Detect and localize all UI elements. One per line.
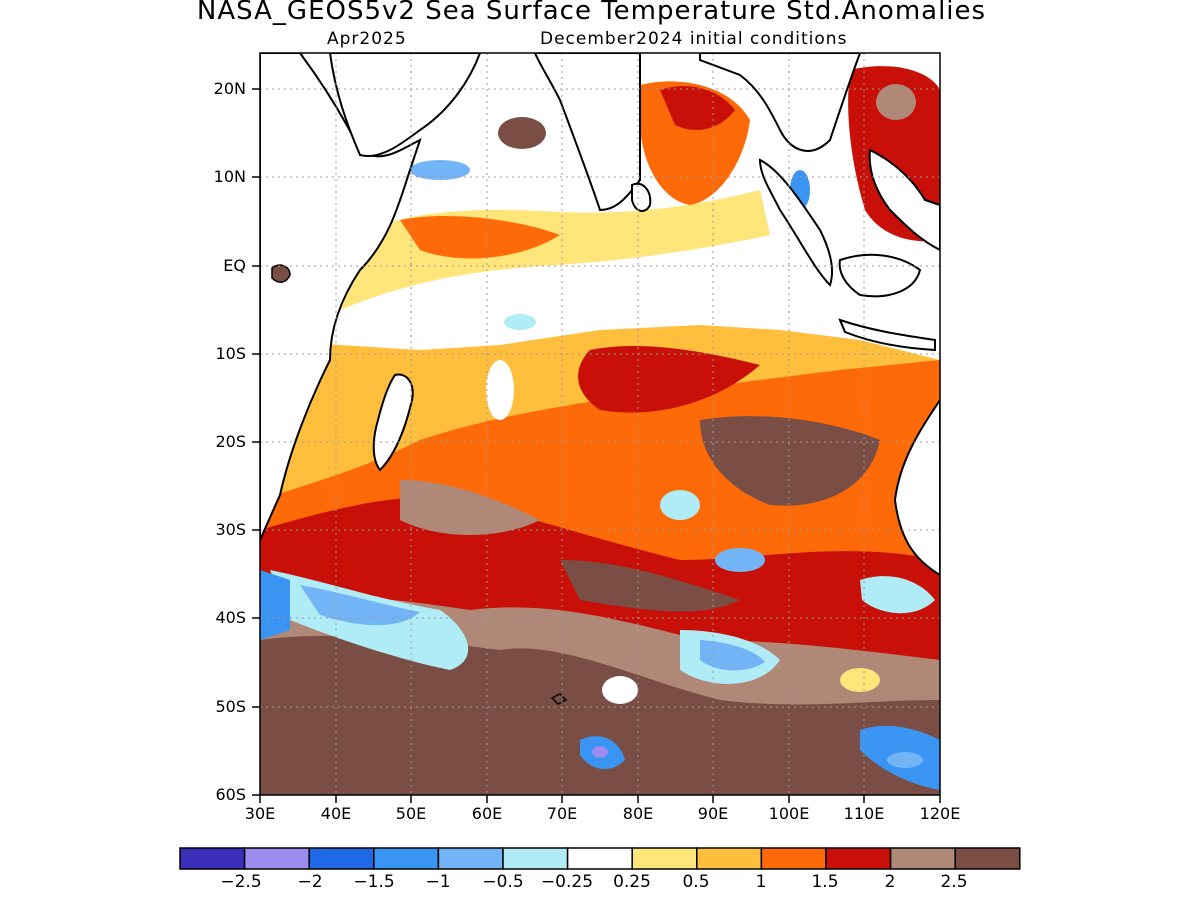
lat-label: 10N [213,167,246,186]
colorbar-swatch [373,847,440,870]
anom-bay-bengal-core [660,86,735,130]
map-title: NASA_GEOS5v2 Sea Surface Temperature Std… [196,0,987,26]
lat-label: EQ [223,256,246,275]
lon-label: 110E [843,804,885,823]
lat-label: 20N [213,79,246,98]
india-land [533,53,641,212]
arabia-land [328,53,482,157]
colorbar-swatch [825,847,892,870]
colorbar-label: 0.25 [613,872,651,892]
borneo-land [838,253,922,298]
colorbar-swatch [954,847,1021,870]
lon-label: 120E [919,804,961,823]
sri-lanka-land [631,182,652,212]
colorbar-label: −0.5 [482,872,524,892]
colorbar-swatch [502,847,569,870]
java-land [838,318,936,352]
lat-label: 10S [215,344,246,363]
lon-label: 60E [471,804,503,823]
australia-land [893,398,940,577]
kerguelen-land [550,693,568,705]
lon-label: 30E [244,804,276,823]
colorbar-label: 1 [755,872,767,892]
colorbar-swatch [631,847,698,870]
lon-label: 70E [546,804,578,823]
colorbar-swatch [696,847,763,870]
graticule [260,53,940,795]
map-frame [259,52,941,796]
colorbar-label: −1.5 [353,872,395,892]
colorbar-label: 2.5 [940,872,968,892]
lon-label: 90E [697,804,729,823]
colorbar-swatch [308,847,375,870]
colorbar-label: −1 [425,872,451,892]
southeast-asia-land [699,53,862,152]
colorbar-swatch [760,847,827,870]
colorbar-label: 1.5 [811,872,839,892]
colorbar-swatch [437,847,504,870]
anom-arabian-sea [400,215,560,259]
colorbar-swatch [566,847,633,870]
lat-label: 60S [215,785,246,804]
colorbar-swatch [243,847,310,870]
lat-label: 30S [215,520,246,539]
lon-label: 80E [622,804,654,823]
lat-label: 20S [215,432,246,451]
colorbar-swatch [889,847,956,870]
madagascar-land [372,373,414,472]
initial-conditions: December2024 initial conditions [540,29,848,49]
lon-label: 50E [395,804,427,823]
colorbar-label: 0.5 [682,872,710,892]
colorbar-swatch [179,847,246,870]
anom-south-max [260,635,940,795]
malay-peninsula-land [758,158,833,287]
lon-label: 100E [768,804,810,823]
forecast-month: Apr2025 [327,29,407,49]
lat-label: 40S [215,608,246,627]
anom-arabia-max [498,117,546,149]
colorbar-label: 2 [884,872,896,892]
colorbar-label: −2 [297,872,323,892]
colorbar-label: −0.25 [540,872,594,892]
colorbar-label: −2.5 [220,872,262,892]
lon-label: 40E [320,804,352,823]
borneo-north-land [868,148,940,252]
lat-label: 50S [215,697,246,716]
axis-ticks [252,88,941,803]
